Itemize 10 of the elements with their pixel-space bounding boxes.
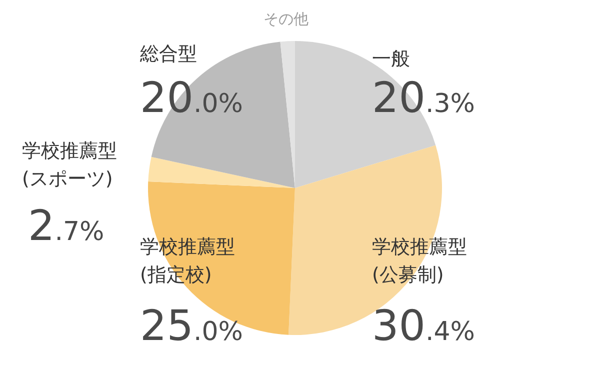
data-label: 30.4% <box>372 301 475 350</box>
slice-label: 学校推薦型 (公募制) <box>372 236 467 286</box>
slice-label: 一般 <box>372 48 410 70</box>
data-label: 25.0% <box>140 301 243 350</box>
data-label: 20.0% <box>140 73 243 122</box>
slice-label: その他 <box>264 10 308 28</box>
data-label: 20.3% <box>372 73 475 122</box>
data-label: 2.7% <box>28 201 104 250</box>
slice-label: 学校推薦型 (スポーツ) <box>22 140 117 190</box>
slice-label: 総合型 <box>139 43 197 65</box>
